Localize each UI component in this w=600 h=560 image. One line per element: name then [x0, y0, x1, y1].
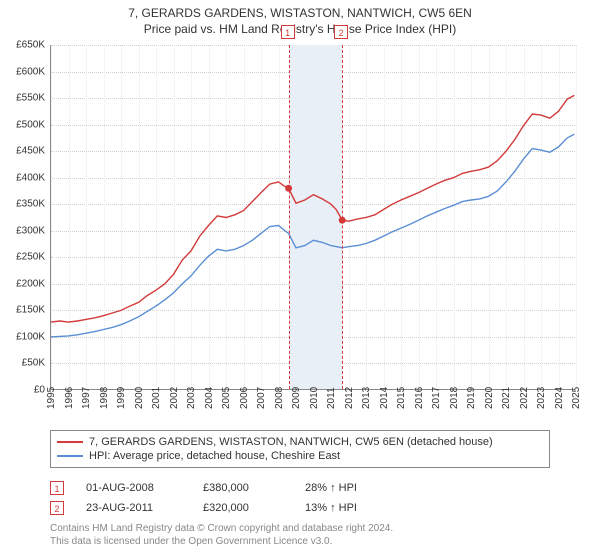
footer-line: This data is licensed under the Open Gov…: [50, 535, 393, 548]
events-table: 1 01-AUG-2008 £380,000 28% ↑ HPI 2 23-AU…: [50, 478, 415, 518]
event-date: 01-AUG-2008: [86, 482, 181, 494]
x-axis-label: 2011: [326, 387, 337, 409]
x-axis-label: 2016: [414, 387, 425, 409]
chart-area: £0£50K£100K£150K£200K£250K£300K£350K£400…: [50, 45, 575, 390]
x-axis-label: 2004: [204, 387, 215, 409]
y-axis-label: £650K: [1, 40, 45, 51]
y-axis-label: £0: [1, 385, 45, 396]
x-axis-label: 2001: [151, 387, 162, 409]
event-marker-icon: 1: [281, 25, 295, 39]
y-axis-label: £200K: [1, 278, 45, 289]
x-axis-label: 2024: [554, 387, 565, 409]
x-axis-label: 2015: [396, 387, 407, 409]
x-axis-label: 1995: [46, 387, 57, 409]
legend-label: 7, GERARDS GARDENS, WISTASTON, NANTWICH,…: [89, 436, 493, 448]
x-axis-label: 2002: [169, 387, 180, 409]
y-axis-label: £50K: [1, 358, 45, 369]
legend-swatch: [57, 441, 83, 443]
y-axis-label: £100K: [1, 331, 45, 342]
x-axis-label: 2007: [256, 387, 267, 409]
titles: 7, GERARDS GARDENS, WISTASTON, NANTWICH,…: [0, 0, 600, 36]
x-axis-label: 2012: [344, 387, 355, 409]
event-vline: [289, 45, 290, 389]
x-axis-label: 2008: [274, 387, 285, 409]
x-axis-label: 1996: [64, 387, 75, 409]
y-axis-label: £550K: [1, 93, 45, 104]
y-axis-label: £450K: [1, 146, 45, 157]
plot-frame: [50, 45, 575, 390]
legend-row: 7, GERARDS GARDENS, WISTASTON, NANTWICH,…: [57, 435, 543, 449]
series-svg: [51, 45, 576, 390]
event-marker-icon: 1: [50, 481, 64, 495]
x-axis-label: 1998: [99, 387, 110, 409]
x-axis-label: 2017: [431, 387, 442, 409]
x-axis-label: 1997: [81, 387, 92, 409]
legend: 7, GERARDS GARDENS, WISTASTON, NANTWICH,…: [50, 430, 550, 468]
event-marker-icon: 2: [50, 501, 64, 515]
x-axis-label: 2020: [484, 387, 495, 409]
event-price: £380,000: [203, 482, 283, 494]
x-axis-label: 2018: [449, 387, 460, 409]
x-axis-label: 2006: [239, 387, 250, 409]
legend-swatch: [57, 455, 83, 457]
event-delta: 13% ↑ HPI: [305, 502, 415, 514]
y-axis-label: £350K: [1, 199, 45, 210]
y-axis-label: £600K: [1, 66, 45, 77]
event-row: 2 23-AUG-2011 £320,000 13% ↑ HPI: [50, 498, 415, 518]
legend-label: HPI: Average price, detached house, Ches…: [89, 450, 340, 462]
title-address: 7, GERARDS GARDENS, WISTASTON, NANTWICH,…: [0, 6, 600, 20]
x-axis-label: 2005: [221, 387, 232, 409]
x-axis-label: 2009: [291, 387, 302, 409]
chart-container: 7, GERARDS GARDENS, WISTASTON, NANTWICH,…: [0, 0, 600, 560]
x-axis-label: 2003: [186, 387, 197, 409]
title-subtitle: Price paid vs. HM Land Registry's House …: [0, 22, 600, 36]
event-delta: 28% ↑ HPI: [305, 482, 415, 494]
x-axis-label: 2025: [571, 387, 582, 409]
event-marker-icon: 2: [334, 25, 348, 39]
legend-row: HPI: Average price, detached house, Ches…: [57, 449, 543, 463]
event-vline: [342, 45, 343, 389]
x-axis-label: 1999: [116, 387, 127, 409]
x-axis-label: 2014: [379, 387, 390, 409]
x-axis-label: 2019: [466, 387, 477, 409]
event-date: 23-AUG-2011: [86, 502, 181, 514]
footer: Contains HM Land Registry data © Crown c…: [50, 522, 393, 548]
y-axis-label: £150K: [1, 305, 45, 316]
x-axis-label: 2023: [536, 387, 547, 409]
y-axis-label: £400K: [1, 172, 45, 183]
y-axis-label: £300K: [1, 225, 45, 236]
event-row: 1 01-AUG-2008 £380,000 28% ↑ HPI: [50, 478, 415, 498]
x-axis-label: 2000: [134, 387, 145, 409]
x-axis-label: 2021: [501, 387, 512, 409]
event-price: £320,000: [203, 502, 283, 514]
y-axis-label: £250K: [1, 252, 45, 263]
x-axis-label: 2010: [309, 387, 320, 409]
x-axis-label: 2022: [519, 387, 530, 409]
y-axis-label: £500K: [1, 119, 45, 130]
x-axis-label: 2013: [361, 387, 372, 409]
footer-line: Contains HM Land Registry data © Crown c…: [50, 522, 393, 535]
series-line: [51, 95, 574, 322]
